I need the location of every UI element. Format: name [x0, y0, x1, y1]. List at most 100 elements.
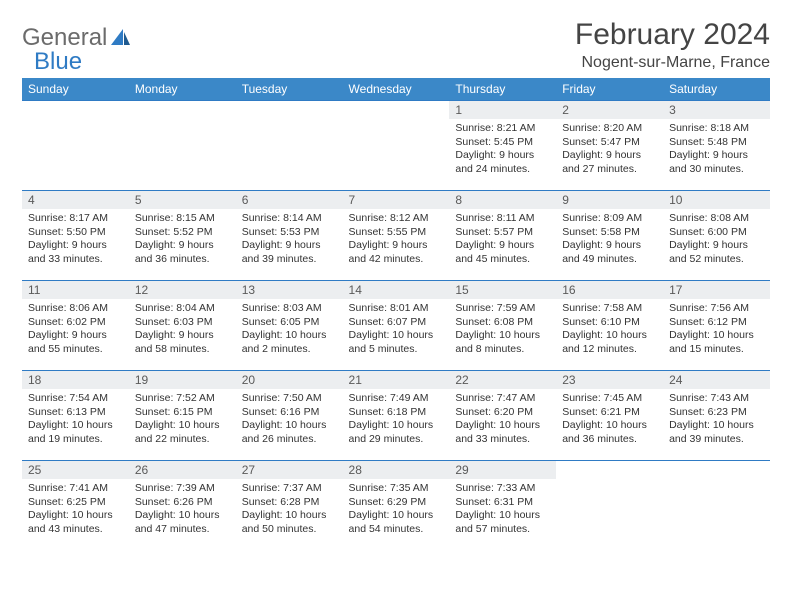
day-number: 22: [449, 371, 556, 389]
calendar-week-row: 4Sunrise: 8:17 AMSunset: 5:50 PMDaylight…: [22, 191, 770, 281]
calendar-empty-cell: [556, 461, 663, 551]
day-number: 13: [236, 281, 343, 299]
day-number: 24: [663, 371, 770, 389]
location-subtitle: Nogent-sur-Marne, France: [575, 54, 770, 72]
calendar-day-cell: 14Sunrise: 8:01 AMSunset: 6:07 PMDayligh…: [343, 281, 450, 371]
day-details: Sunrise: 8:18 AMSunset: 5:48 PMDaylight:…: [663, 119, 770, 179]
day-details: Sunrise: 7:52 AMSunset: 6:15 PMDaylight:…: [129, 389, 236, 449]
day-number: 10: [663, 191, 770, 209]
day-details: Sunrise: 7:50 AMSunset: 6:16 PMDaylight:…: [236, 389, 343, 449]
calendar-week-row: 11Sunrise: 8:06 AMSunset: 6:02 PMDayligh…: [22, 281, 770, 371]
day-details: Sunrise: 8:20 AMSunset: 5:47 PMDaylight:…: [556, 119, 663, 179]
day-number: 12: [129, 281, 236, 299]
day-number: 15: [449, 281, 556, 299]
calendar-day-cell: 3Sunrise: 8:18 AMSunset: 5:48 PMDaylight…: [663, 101, 770, 191]
calendar-day-cell: 11Sunrise: 8:06 AMSunset: 6:02 PMDayligh…: [22, 281, 129, 371]
calendar-day-cell: 4Sunrise: 8:17 AMSunset: 5:50 PMDaylight…: [22, 191, 129, 281]
day-details: Sunrise: 7:41 AMSunset: 6:25 PMDaylight:…: [22, 479, 129, 539]
day-header: Monday: [129, 78, 236, 101]
day-details: Sunrise: 7:43 AMSunset: 6:23 PMDaylight:…: [663, 389, 770, 449]
day-number: 27: [236, 461, 343, 479]
day-number: 2: [556, 101, 663, 119]
day-details: Sunrise: 8:08 AMSunset: 6:00 PMDaylight:…: [663, 209, 770, 269]
calendar-empty-cell: [343, 101, 450, 191]
day-details: Sunrise: 8:06 AMSunset: 6:02 PMDaylight:…: [22, 299, 129, 359]
day-details: Sunrise: 7:49 AMSunset: 6:18 PMDaylight:…: [343, 389, 450, 449]
calendar-table: SundayMondayTuesdayWednesdayThursdayFrid…: [22, 78, 770, 551]
day-details: Sunrise: 7:45 AMSunset: 6:21 PMDaylight:…: [556, 389, 663, 449]
calendar-week-row: 18Sunrise: 7:54 AMSunset: 6:13 PMDayligh…: [22, 371, 770, 461]
day-header: Wednesday: [343, 78, 450, 101]
day-details: Sunrise: 7:54 AMSunset: 6:13 PMDaylight:…: [22, 389, 129, 449]
day-details: Sunrise: 8:14 AMSunset: 5:53 PMDaylight:…: [236, 209, 343, 269]
day-number: 20: [236, 371, 343, 389]
month-title: February 2024: [575, 18, 770, 52]
calendar-day-cell: 27Sunrise: 7:37 AMSunset: 6:28 PMDayligh…: [236, 461, 343, 551]
day-number: 21: [343, 371, 450, 389]
day-details: Sunrise: 8:09 AMSunset: 5:58 PMDaylight:…: [556, 209, 663, 269]
calendar-day-cell: 10Sunrise: 8:08 AMSunset: 6:00 PMDayligh…: [663, 191, 770, 281]
calendar-day-cell: 29Sunrise: 7:33 AMSunset: 6:31 PMDayligh…: [449, 461, 556, 551]
calendar-day-cell: 7Sunrise: 8:12 AMSunset: 5:55 PMDaylight…: [343, 191, 450, 281]
day-details: Sunrise: 7:39 AMSunset: 6:26 PMDaylight:…: [129, 479, 236, 539]
calendar-day-cell: 2Sunrise: 8:20 AMSunset: 5:47 PMDaylight…: [556, 101, 663, 191]
day-number: 25: [22, 461, 129, 479]
calendar-day-cell: 16Sunrise: 7:58 AMSunset: 6:10 PMDayligh…: [556, 281, 663, 371]
calendar-day-cell: 15Sunrise: 7:59 AMSunset: 6:08 PMDayligh…: [449, 281, 556, 371]
day-details: Sunrise: 8:03 AMSunset: 6:05 PMDaylight:…: [236, 299, 343, 359]
day-details: Sunrise: 8:17 AMSunset: 5:50 PMDaylight:…: [22, 209, 129, 269]
brand-part2: Blue: [34, 48, 82, 76]
day-details: Sunrise: 7:58 AMSunset: 6:10 PMDaylight:…: [556, 299, 663, 359]
day-number: 3: [663, 101, 770, 119]
brand-logo: General: [22, 18, 132, 52]
calendar-day-cell: 18Sunrise: 7:54 AMSunset: 6:13 PMDayligh…: [22, 371, 129, 461]
day-details: Sunrise: 8:15 AMSunset: 5:52 PMDaylight:…: [129, 209, 236, 269]
calendar-day-cell: 6Sunrise: 8:14 AMSunset: 5:53 PMDaylight…: [236, 191, 343, 281]
calendar-day-cell: 1Sunrise: 8:21 AMSunset: 5:45 PMDaylight…: [449, 101, 556, 191]
day-number: 19: [129, 371, 236, 389]
calendar-day-cell: 13Sunrise: 8:03 AMSunset: 6:05 PMDayligh…: [236, 281, 343, 371]
day-number: 11: [22, 281, 129, 299]
day-number: 4: [22, 191, 129, 209]
calendar-day-cell: 17Sunrise: 7:56 AMSunset: 6:12 PMDayligh…: [663, 281, 770, 371]
day-header: Saturday: [663, 78, 770, 101]
day-number: 7: [343, 191, 450, 209]
calendar-day-cell: 9Sunrise: 8:09 AMSunset: 5:58 PMDaylight…: [556, 191, 663, 281]
day-number: 14: [343, 281, 450, 299]
day-number: 28: [343, 461, 450, 479]
day-number: 26: [129, 461, 236, 479]
day-header-row: SundayMondayTuesdayWednesdayThursdayFrid…: [22, 78, 770, 101]
calendar-day-cell: 23Sunrise: 7:45 AMSunset: 6:21 PMDayligh…: [556, 371, 663, 461]
day-number: 18: [22, 371, 129, 389]
day-number: 23: [556, 371, 663, 389]
day-details: Sunrise: 7:35 AMSunset: 6:29 PMDaylight:…: [343, 479, 450, 539]
day-details: Sunrise: 7:56 AMSunset: 6:12 PMDaylight:…: [663, 299, 770, 359]
day-header: Sunday: [22, 78, 129, 101]
day-header: Thursday: [449, 78, 556, 101]
calendar-day-cell: 12Sunrise: 8:04 AMSunset: 6:03 PMDayligh…: [129, 281, 236, 371]
calendar-week-row: 1Sunrise: 8:21 AMSunset: 5:45 PMDaylight…: [22, 101, 770, 191]
day-details: Sunrise: 7:33 AMSunset: 6:31 PMDaylight:…: [449, 479, 556, 539]
day-details: Sunrise: 7:37 AMSunset: 6:28 PMDaylight:…: [236, 479, 343, 539]
calendar-day-cell: 22Sunrise: 7:47 AMSunset: 6:20 PMDayligh…: [449, 371, 556, 461]
day-details: Sunrise: 8:11 AMSunset: 5:57 PMDaylight:…: [449, 209, 556, 269]
calendar-day-cell: 26Sunrise: 7:39 AMSunset: 6:26 PMDayligh…: [129, 461, 236, 551]
calendar-empty-cell: [663, 461, 770, 551]
calendar-empty-cell: [129, 101, 236, 191]
day-details: Sunrise: 8:21 AMSunset: 5:45 PMDaylight:…: [449, 119, 556, 179]
calendar-day-cell: 19Sunrise: 7:52 AMSunset: 6:15 PMDayligh…: [129, 371, 236, 461]
day-number: 29: [449, 461, 556, 479]
day-number: 9: [556, 191, 663, 209]
day-details: Sunrise: 8:04 AMSunset: 6:03 PMDaylight:…: [129, 299, 236, 359]
calendar-day-cell: 28Sunrise: 7:35 AMSunset: 6:29 PMDayligh…: [343, 461, 450, 551]
day-details: Sunrise: 7:47 AMSunset: 6:20 PMDaylight:…: [449, 389, 556, 449]
day-header: Friday: [556, 78, 663, 101]
day-number: 5: [129, 191, 236, 209]
calendar-day-cell: 20Sunrise: 7:50 AMSunset: 6:16 PMDayligh…: [236, 371, 343, 461]
day-number: 6: [236, 191, 343, 209]
day-number: 16: [556, 281, 663, 299]
day-number: 8: [449, 191, 556, 209]
calendar-day-cell: 24Sunrise: 7:43 AMSunset: 6:23 PMDayligh…: [663, 371, 770, 461]
day-number: 17: [663, 281, 770, 299]
calendar-empty-cell: [236, 101, 343, 191]
